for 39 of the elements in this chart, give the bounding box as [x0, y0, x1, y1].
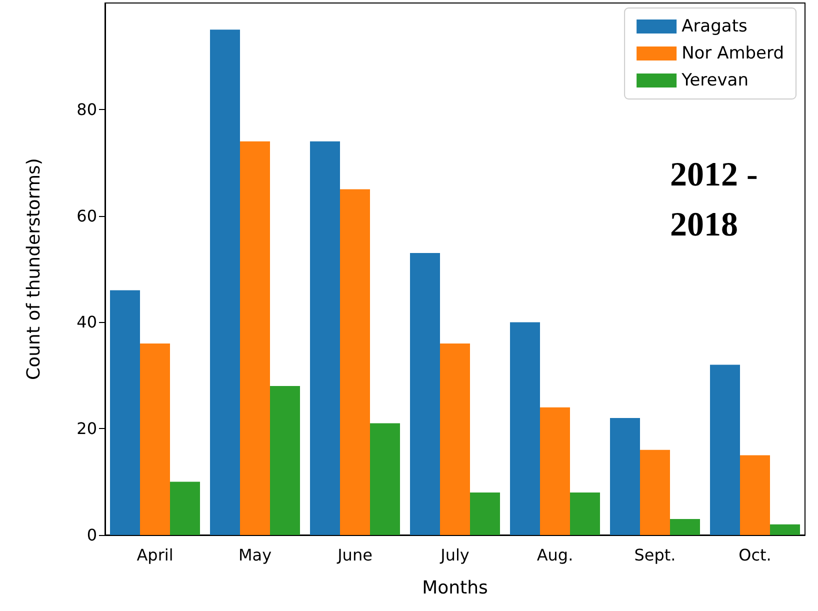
legend-label: Aragats [682, 16, 748, 36]
x-tick-label: May [238, 546, 272, 564]
bar [410, 253, 440, 535]
annotation: 2012 - 2018 [670, 156, 766, 244]
bar [310, 141, 340, 535]
bar [510, 322, 540, 535]
y-tick-label: 0 [86, 526, 97, 544]
bar [340, 189, 370, 535]
y-tick-label: 80 [76, 100, 97, 119]
bar [710, 364, 740, 535]
bar [240, 141, 270, 535]
bar [570, 492, 600, 535]
y-axis-title: Count of thunderstorms) [24, 158, 44, 380]
bar [140, 343, 170, 535]
bar [670, 519, 700, 535]
y-tick-label: 20 [76, 419, 97, 438]
x-axis-title: Months [422, 578, 488, 598]
x-tick-label: June [336, 546, 372, 564]
bar [540, 407, 570, 535]
bar [440, 343, 470, 535]
x-tick-label: July [440, 546, 470, 564]
y-tick-label: 40 [76, 312, 97, 332]
bar [740, 455, 770, 535]
bar [370, 423, 400, 535]
x-tick-label: Oct. [738, 546, 772, 564]
bar [170, 482, 200, 535]
legend-label: Yerevan [680, 70, 748, 90]
bar [110, 290, 140, 535]
x-tick-label: April [136, 546, 174, 564]
bar [270, 386, 300, 535]
bar [210, 30, 240, 535]
x-tick-label: Sept. [634, 546, 676, 564]
bar [470, 492, 500, 535]
bar [770, 524, 800, 535]
bar [640, 450, 670, 535]
y-tick-label: 60 [76, 206, 97, 226]
legend-label: Nor Amberd [682, 44, 784, 64]
bar [610, 418, 640, 535]
x-tick-label: Aug. [536, 546, 574, 564]
